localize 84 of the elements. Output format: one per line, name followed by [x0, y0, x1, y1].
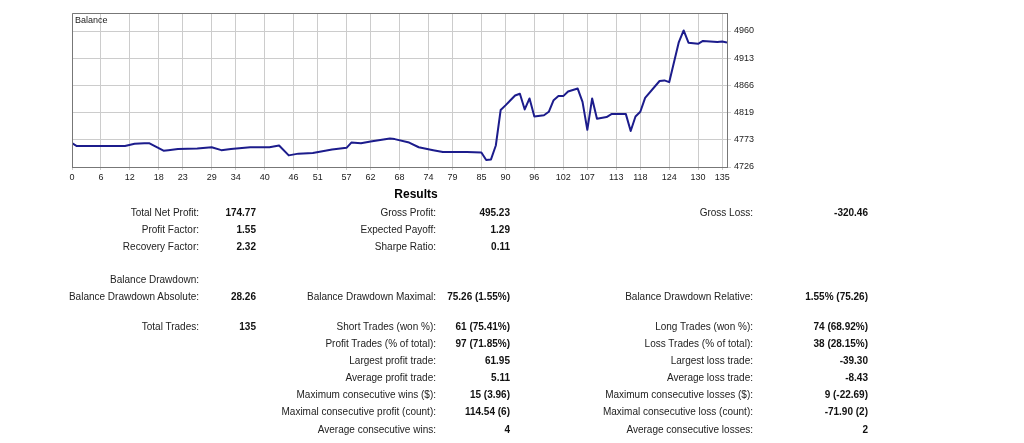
- text: 1.55: [236, 223, 256, 235]
- x-tick-label: 68: [394, 171, 405, 182]
- y-tick-label: 4819: [734, 107, 755, 118]
- text: Gross Profit:: [380, 206, 436, 218]
- text: Maximal consecutive profit (count):: [281, 405, 436, 417]
- text: 4: [504, 423, 510, 435]
- x-tick-label: 0: [69, 171, 75, 182]
- text: 61.95: [484, 354, 510, 366]
- text: Total Net Profit:: [130, 206, 199, 218]
- text: -8.43: [845, 371, 868, 383]
- text: 15 (3.96): [469, 388, 510, 400]
- text: 2.32: [236, 240, 256, 252]
- text: Average profit trade:: [345, 371, 436, 383]
- x-tick-label: 96: [529, 171, 540, 182]
- x-tick-label: 113: [609, 171, 624, 182]
- text: Balance Drawdown Maximal:: [307, 290, 436, 302]
- text: 1.29: [490, 223, 510, 235]
- x-tick-label: 34: [230, 171, 241, 182]
- x-tick-label: 46: [288, 171, 299, 182]
- text: Balance Drawdown Absolute:: [68, 290, 199, 302]
- text: Maximum consecutive wins ($):: [296, 388, 436, 400]
- text: 495.23: [479, 206, 510, 218]
- text: Profit Trades (% of total):: [325, 337, 436, 349]
- text: 114.54 (6): [464, 405, 510, 417]
- chart-title: Balance: [75, 14, 108, 25]
- y-tick-label: 4913: [734, 52, 755, 63]
- x-tick-label: 135: [714, 171, 730, 182]
- text: 61 (75.41%): [455, 320, 510, 332]
- text: Maximum consecutive losses ($):: [605, 388, 753, 400]
- text: 135: [239, 320, 256, 332]
- x-tick-label: 40: [259, 171, 270, 182]
- text: 74 (68.92%): [813, 320, 868, 332]
- x-tick-label: 12: [124, 171, 135, 182]
- text: 1.55% (75.26): [805, 290, 868, 302]
- text: Sharpe Ratio:: [374, 240, 436, 252]
- text: 97 (71.85%): [455, 337, 510, 349]
- x-tick-label: 90: [500, 171, 511, 182]
- text: -39.30: [839, 354, 868, 366]
- text: Average consecutive losses:: [626, 423, 753, 435]
- text: 2: [862, 423, 868, 435]
- text: Maximal consecutive loss (count):: [602, 405, 753, 417]
- text: Balance Drawdown:: [110, 273, 199, 285]
- text: 9 (-22.69): [824, 388, 868, 400]
- text: Average loss trade:: [667, 371, 753, 383]
- x-tick-label: 51: [312, 171, 323, 182]
- y-tick-label: 4866: [734, 80, 755, 91]
- text: Largest profit trade:: [349, 354, 436, 366]
- text: 5.11: [491, 371, 510, 383]
- text: Short Trades (won %):: [336, 320, 436, 332]
- y-tick-label: 4960: [734, 25, 755, 36]
- text: 75.26 (1.55%): [447, 290, 510, 302]
- text: 28.26: [230, 290, 256, 302]
- text: Recovery Factor:: [122, 240, 199, 252]
- y-tick-label: 4773: [734, 134, 755, 145]
- x-tick-label: 107: [579, 171, 595, 182]
- text: 174.77: [225, 206, 256, 218]
- text: -71.90 (2): [824, 405, 868, 417]
- x-tick-label: 29: [206, 171, 217, 182]
- text: Largest loss trade:: [670, 354, 753, 366]
- x-tick-label: 57: [341, 171, 352, 182]
- x-tick-label: 85: [476, 171, 487, 182]
- text: 38 (28.15%): [813, 337, 868, 349]
- text: Expected Payoff:: [360, 223, 436, 235]
- x-tick-label: 118: [633, 171, 648, 182]
- text: Average consecutive wins:: [317, 423, 436, 435]
- text: Loss Trades (% of total):: [644, 337, 753, 349]
- text: Balance Drawdown Relative:: [625, 290, 753, 302]
- x-tick-label: 6: [98, 171, 104, 182]
- text: Profit Factor:: [141, 223, 199, 235]
- x-tick-label: 130: [690, 171, 706, 182]
- x-tick-label: 23: [177, 171, 188, 182]
- x-tick-label: 124: [661, 171, 677, 182]
- text: -320.46: [834, 206, 868, 218]
- text: Total Trades:: [141, 320, 199, 332]
- text: Gross Loss:: [699, 206, 753, 218]
- x-tick-label: 102: [555, 171, 571, 182]
- x-tick-label: 18: [153, 171, 164, 182]
- y-tick-label: 4726: [734, 161, 755, 172]
- text: Long Trades (won %):: [655, 320, 753, 332]
- text: Results: [394, 187, 438, 201]
- x-tick-label: 62: [365, 171, 376, 182]
- x-tick-label: 74: [423, 171, 434, 182]
- text: 0.11: [491, 240, 510, 252]
- x-tick-label: 79: [447, 171, 458, 182]
